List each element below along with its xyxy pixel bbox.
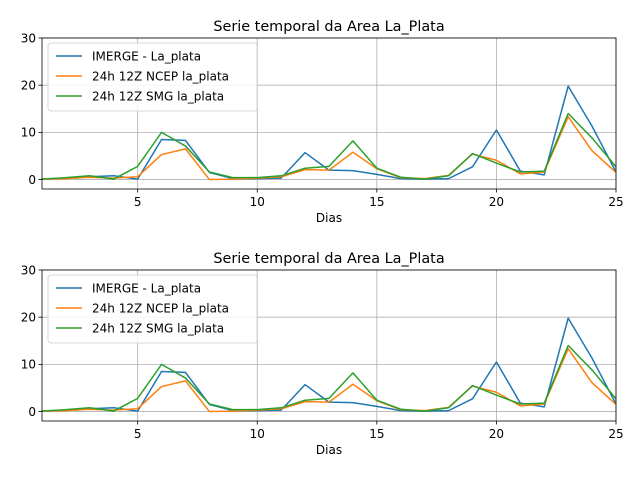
axes-frame bbox=[41, 37, 617, 190]
y-tick-label: 30 bbox=[21, 263, 36, 277]
legend-label-2: 24h 12Z NCEP la_plata bbox=[92, 69, 229, 83]
chart-title: Serie temporal da Area La_Plata bbox=[213, 19, 444, 35]
y-tick-label: 0 bbox=[28, 173, 36, 187]
y-tick-label: 10 bbox=[21, 126, 36, 140]
series-line-2 bbox=[41, 348, 617, 413]
series-line-2 bbox=[41, 116, 617, 181]
x-tick-label: 5 bbox=[134, 195, 142, 209]
legend-label-1: IMERGE - La_plata bbox=[92, 281, 201, 295]
y-tick-label: 0 bbox=[28, 405, 36, 419]
axes-frame bbox=[41, 269, 617, 422]
legend-label-2: 24h 12Z NCEP la_plata bbox=[92, 301, 229, 315]
x-tick-label: 5 bbox=[134, 427, 142, 441]
y-tick-label: 10 bbox=[21, 358, 36, 372]
x-tick-label: 20 bbox=[489, 427, 504, 441]
chart-panel-1: 5 10 15 20 25 0 10 20 30 Serie temporal da Area L… bbox=[21, 19, 624, 225]
x-tick-label: 20 bbox=[489, 195, 504, 209]
y-tick-label: 20 bbox=[21, 78, 36, 92]
x-tick-label: 25 bbox=[608, 195, 623, 209]
chart-panel-2: 5 10 15 20 25 0 10 20 30 Serie temporal da Area L… bbox=[21, 251, 624, 457]
legend: IMERGE - La_plata 24h 12Z NCEP la_plata 24… bbox=[47, 42, 258, 112]
x-tick-label: 10 bbox=[250, 195, 265, 209]
legend-box bbox=[47, 42, 258, 112]
y-tick-label: 20 bbox=[21, 310, 36, 324]
legend-label-3: 24h 12Z SMG la_plata bbox=[92, 321, 224, 335]
x-tick-label: 10 bbox=[250, 427, 265, 441]
legend-label-1: IMERGE - La_plata bbox=[92, 49, 201, 63]
legend-box bbox=[47, 274, 258, 344]
x-tick-label: 15 bbox=[369, 427, 384, 441]
x-axis-label: Dias bbox=[316, 211, 342, 225]
x-tick-label: 15 bbox=[369, 195, 384, 209]
legend: IMERGE - La_plata 24h 12Z NCEP la_plata 24… bbox=[47, 274, 258, 344]
x-axis-label: Dias bbox=[316, 443, 342, 457]
x-tick-label: 25 bbox=[608, 427, 623, 441]
series-line-3 bbox=[41, 344, 617, 412]
series-line-3 bbox=[41, 112, 617, 180]
legend-label-3: 24h 12Z SMG la_plata bbox=[92, 89, 224, 103]
y-tick-label: 30 bbox=[21, 31, 36, 45]
chart-title: Serie temporal da Area La_Plata bbox=[213, 251, 444, 267]
